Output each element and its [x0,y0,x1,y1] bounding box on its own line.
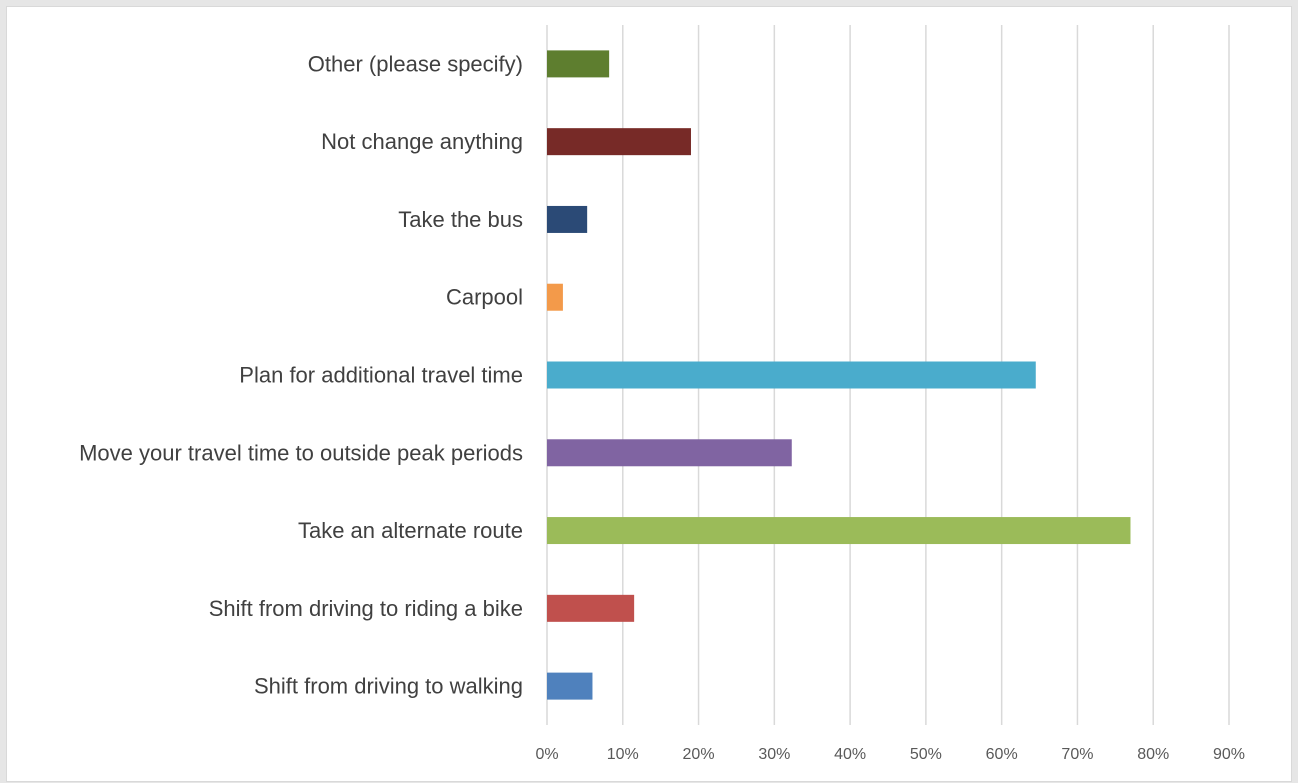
x-tick-label: 10% [607,746,639,763]
bar-chart: Other (please specify) Not change anythin… [79,25,1245,763]
x-tick-label: 30% [758,746,790,763]
bar [547,361,1036,389]
x-tick-label: 20% [683,746,715,763]
category-label: Plan for additional travel time [239,363,523,388]
x-tick-label: 60% [986,746,1018,763]
bars [547,50,1131,700]
x-tick-label: 90% [1213,746,1245,763]
bar [547,128,691,156]
x-tick-label: 80% [1137,746,1169,763]
bar [547,517,1131,545]
bar [547,50,610,78]
category-label: Take the bus [398,207,523,232]
bar [547,594,635,622]
x-tick-label: 70% [1061,746,1093,763]
category-label: Move your travel time to outside peak pe… [79,440,523,465]
category-label: Other (please specify) [308,51,523,76]
category-label: Shift from driving to walking [254,674,523,699]
chart-frame: Other (please specify) Not change anythin… [6,6,1292,782]
x-tick-label: 40% [834,746,866,763]
category-label: Not change anything [321,129,523,154]
bar [547,283,563,311]
bar [547,672,593,700]
category-labels: Other (please specify) Not change anythin… [79,51,523,698]
x-tick-label: 0% [535,746,558,763]
category-label: Carpool [446,285,523,310]
category-label: Shift from driving to riding a bike [209,596,523,621]
category-label: Take an alternate route [298,518,523,543]
bar [547,439,792,467]
bar [547,205,588,233]
x-tick-label: 50% [910,746,942,763]
tick-labels: 0% 10% 20% 30% 40% 50% 60% 70% 80% 90% [535,746,1245,763]
